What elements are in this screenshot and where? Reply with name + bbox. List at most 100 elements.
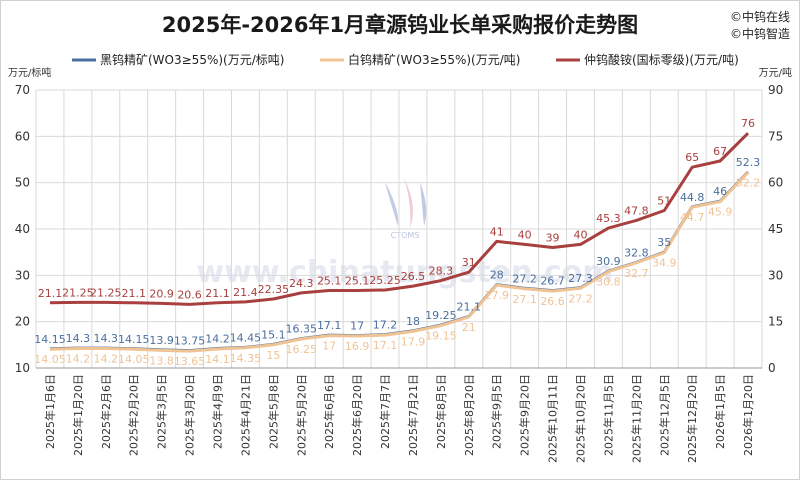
series-lines (49, 132, 750, 353)
data-label: 45.3 (596, 212, 621, 225)
data-label: 20.6 (177, 288, 202, 301)
watermark-logo-text: CTOMS (391, 231, 420, 240)
x-tick-label: 2025年7月7日 (378, 374, 392, 449)
data-label: 27.1 (512, 293, 537, 306)
data-label: 41 (490, 225, 504, 238)
data-label: 14.2 (94, 353, 119, 366)
data-label: 21.25 (90, 286, 122, 299)
data-label: 40 (574, 228, 588, 241)
data-label: 30.9 (596, 255, 621, 268)
data-label: 14.35 (230, 352, 262, 365)
x-tick-label: 2025年7月21日 (406, 374, 420, 456)
data-label: 31 (462, 256, 476, 269)
data-label: 22.35 (258, 283, 290, 296)
data-label: 14.2 (66, 353, 91, 366)
x-tick-label: 2025年8月5日 (434, 374, 448, 449)
x-tick-label: 2025年11月5日 (601, 374, 615, 456)
data-label: 30.8 (596, 276, 621, 289)
data-label: 14.3 (94, 332, 119, 345)
x-tick-label: 2025年2月6日 (99, 374, 113, 449)
data-label: 27.9 (484, 289, 509, 302)
right-tick-label: 30 (768, 268, 783, 282)
x-tick-label: 2026年1月5日 (713, 374, 727, 449)
data-label: 17.1 (317, 319, 342, 332)
data-label: 35 (657, 236, 671, 249)
data-label: 14.3 (66, 332, 91, 345)
data-label: 15.1 (261, 328, 286, 341)
right-tick-label: 90 (768, 83, 783, 97)
data-label: 34.9 (652, 257, 677, 270)
data-label: 39 (546, 232, 560, 245)
grid (35, 89, 763, 369)
x-tick-label: 2025年4月9日 (211, 374, 225, 449)
data-label: 51 (657, 194, 671, 207)
data-label: 16.9 (345, 340, 370, 353)
data-label: 14.05 (34, 353, 66, 366)
x-tick-label: 2025年11月20日 (629, 374, 643, 463)
data-label: 21.1 (205, 287, 230, 300)
x-tick-label: 2025年5月20日 (294, 374, 308, 456)
x-tick-label: 2025年2月20日 (127, 374, 141, 456)
data-label: 19.15 (425, 330, 457, 343)
x-tick-label: 2025年3月5日 (155, 374, 169, 449)
x-tick-label: 2025年1月20日 (71, 374, 85, 456)
x-tick-label: 2025年12月5日 (657, 374, 671, 456)
chart-title: 2025年-2026年1月章源钨业长单采购报价走势图 (162, 13, 638, 37)
data-label: 13.75 (174, 335, 206, 348)
data-label: 32.7 (624, 267, 649, 280)
x-tick-label: 2025年10月11日 (546, 374, 560, 463)
data-label: 46 (713, 185, 727, 198)
data-label: 26.7 (540, 275, 565, 288)
data-label: 21.1 (121, 287, 146, 300)
data-label: 26.6 (540, 295, 565, 308)
data-label: 27.2 (568, 292, 593, 305)
data-label: 14.45 (230, 331, 262, 344)
data-label: 17.1 (373, 339, 398, 352)
right-axis-unit: 万元/吨 (759, 66, 792, 79)
data-label: 65 (685, 151, 699, 164)
data-label: 28 (490, 269, 504, 282)
data-label: 17 (350, 320, 364, 333)
data-label: 19.25 (425, 309, 457, 322)
data-label: 28.3 (429, 265, 454, 278)
data-label: 25.1 (317, 274, 342, 287)
data-label: 17.2 (373, 319, 398, 332)
right-tick-label: 15 (768, 315, 783, 329)
data-label: 17.9 (401, 335, 426, 348)
right-tick-label: 75 (768, 129, 783, 143)
left-tick-label: 30 (15, 268, 30, 282)
data-label: 17 (322, 340, 336, 353)
data-label: 27.3 (568, 272, 593, 285)
watermark-logo-icon (385, 182, 399, 226)
brand-label-1: ©中钨在线 (730, 9, 790, 24)
legend-label: 白钨精矿(WO3≥55%)(万元/吨) (348, 52, 520, 67)
data-label: 16.35 (286, 323, 318, 336)
data-label: 45.9 (708, 206, 733, 219)
x-tick-label: 2025年3月20日 (183, 374, 197, 456)
data-label: 25.1 (345, 274, 370, 287)
data-label: 18 (406, 315, 420, 328)
x-tick-label: 2025年6月20日 (350, 374, 364, 456)
data-label: 21.1 (38, 287, 63, 300)
left-axis: 10 20 30 40 50 60 70 (15, 83, 30, 375)
left-tick-label: 10 (15, 361, 30, 375)
left-tick-label: 50 (15, 176, 30, 190)
right-tick-label: 0 (768, 361, 776, 375)
watermark-logo-icon-right (420, 182, 427, 226)
data-label: 13.8 (149, 354, 174, 367)
x-tick-label: 2025年10月20日 (574, 374, 588, 463)
watermark-flame-icon (404, 178, 413, 228)
left-tick-label: 70 (15, 83, 30, 97)
data-label: 20.9 (149, 287, 174, 300)
data-label: 47.8 (624, 204, 649, 217)
data-label: 16.25 (286, 343, 318, 356)
watermark-text: www.chinatungsten.com (196, 255, 613, 290)
data-label: 76 (741, 117, 755, 130)
data-labels: 14.15 14.3 14.3 14.15 13.9 13.75 14.2 14.45 15.1… (34, 117, 760, 368)
left-axis-unit: 万元/标吨 (8, 66, 51, 79)
data-label: 14.1 (205, 353, 230, 366)
data-label: 52.3 (736, 156, 761, 169)
legend-label: 仲钨酸铵(国标零级)(万元/吨) (584, 52, 739, 67)
data-label: 13.9 (149, 334, 174, 347)
